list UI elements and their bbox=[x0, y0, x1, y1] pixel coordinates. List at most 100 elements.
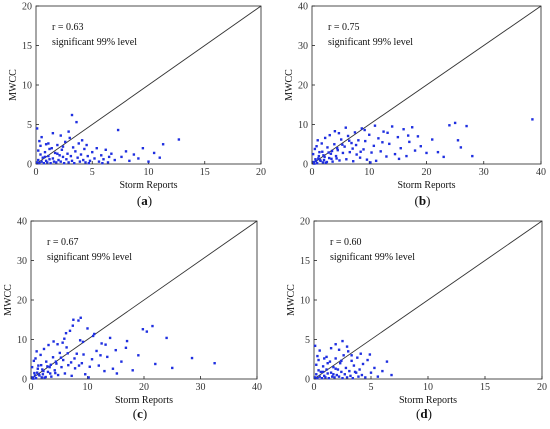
data-point bbox=[334, 154, 338, 158]
data-point bbox=[69, 154, 73, 158]
scatter-panel-d: 0 5 10 15 20 0 5 10 15 20 r = 0.60 significant 99% … bbox=[286, 217, 547, 422]
data-point bbox=[377, 137, 380, 140]
data-point bbox=[38, 162, 41, 165]
data-point bbox=[352, 160, 355, 163]
data-point bbox=[86, 154, 89, 158]
data-point bbox=[344, 126, 347, 129]
data-point bbox=[318, 150, 321, 154]
data-point bbox=[356, 356, 359, 359]
data-point bbox=[83, 147, 86, 151]
data-point bbox=[57, 158, 60, 162]
data-point bbox=[97, 160, 101, 163]
y-tick-label: 10 bbox=[298, 120, 308, 131]
data-point bbox=[44, 159, 48, 163]
data-point bbox=[107, 155, 111, 159]
data-point bbox=[34, 357, 37, 360]
data-point bbox=[323, 155, 326, 159]
data-point bbox=[359, 150, 362, 153]
data-point bbox=[346, 134, 350, 138]
data-point bbox=[397, 157, 401, 161]
data-point bbox=[385, 155, 388, 158]
data-point bbox=[358, 156, 362, 159]
data-point bbox=[73, 367, 77, 370]
data-point bbox=[101, 162, 104, 165]
data-point bbox=[333, 143, 336, 146]
data-point bbox=[331, 375, 334, 378]
data-point bbox=[120, 360, 123, 363]
x-tick-label: 20 bbox=[537, 382, 547, 393]
data-point bbox=[406, 134, 410, 137]
data-point bbox=[81, 340, 85, 344]
significance-label: significant 99% level bbox=[52, 37, 137, 48]
data-point bbox=[62, 162, 66, 165]
y-tick-label: 20 bbox=[17, 296, 27, 307]
data-point bbox=[345, 376, 349, 379]
data-point bbox=[37, 373, 41, 376]
data-point bbox=[79, 153, 83, 156]
scatter-panel-c: 0 10 20 30 40 0 10 20 30 40 r = 0.67 significant 99… bbox=[3, 217, 262, 422]
data-point bbox=[37, 149, 40, 152]
data-point bbox=[35, 350, 38, 353]
data-point bbox=[335, 157, 338, 160]
data-point bbox=[325, 355, 328, 359]
data-point bbox=[177, 138, 181, 141]
data-point bbox=[436, 150, 440, 154]
data-point bbox=[323, 357, 326, 360]
data-point bbox=[373, 366, 376, 370]
data-point bbox=[46, 161, 49, 164]
data-point bbox=[100, 342, 103, 345]
data-point bbox=[70, 374, 73, 378]
data-point bbox=[329, 371, 333, 374]
data-point bbox=[74, 150, 77, 153]
data-point bbox=[405, 154, 408, 158]
data-point bbox=[63, 372, 67, 375]
data-point bbox=[46, 370, 50, 374]
data-point bbox=[385, 360, 389, 363]
data-point bbox=[147, 160, 150, 163]
data-point bbox=[91, 334, 95, 338]
data-point bbox=[326, 362, 329, 365]
data-point bbox=[322, 154, 325, 157]
data-point bbox=[78, 339, 82, 342]
data-point bbox=[341, 151, 345, 155]
data-point bbox=[338, 159, 341, 162]
y-tick-label: 15 bbox=[22, 41, 32, 52]
data-point bbox=[108, 336, 112, 340]
data-point bbox=[336, 148, 339, 152]
data-point bbox=[190, 356, 194, 360]
data-point bbox=[351, 377, 354, 380]
data-point bbox=[363, 128, 366, 132]
data-point bbox=[410, 126, 414, 129]
data-point bbox=[39, 353, 42, 357]
correlation-label: r = 0.75 bbox=[328, 22, 359, 33]
data-point bbox=[104, 343, 107, 346]
data-point bbox=[66, 352, 69, 355]
data-point bbox=[353, 131, 357, 134]
one-to-one-line bbox=[313, 220, 543, 380]
x-tick-label: 20 bbox=[256, 167, 266, 178]
data-point bbox=[344, 366, 348, 370]
data-point bbox=[316, 139, 319, 142]
data-point bbox=[326, 146, 329, 149]
data-point bbox=[65, 346, 68, 349]
data-point bbox=[360, 373, 364, 377]
data-point bbox=[32, 377, 35, 380]
data-point bbox=[42, 369, 45, 373]
x-axis-label: Storm Reports bbox=[399, 395, 457, 406]
data-point bbox=[51, 157, 55, 160]
data-point bbox=[348, 139, 351, 142]
data-point bbox=[373, 124, 377, 127]
data-point bbox=[53, 151, 57, 155]
data-point bbox=[145, 330, 149, 333]
data-point bbox=[113, 158, 116, 162]
data-point bbox=[39, 144, 42, 148]
data-point bbox=[459, 146, 463, 149]
data-point bbox=[120, 155, 123, 159]
y-tick-label: 40 bbox=[298, 2, 308, 13]
data-point bbox=[34, 377, 38, 380]
data-point bbox=[50, 147, 53, 150]
data-point bbox=[442, 155, 445, 159]
data-point bbox=[315, 363, 318, 366]
data-point bbox=[330, 149, 334, 153]
